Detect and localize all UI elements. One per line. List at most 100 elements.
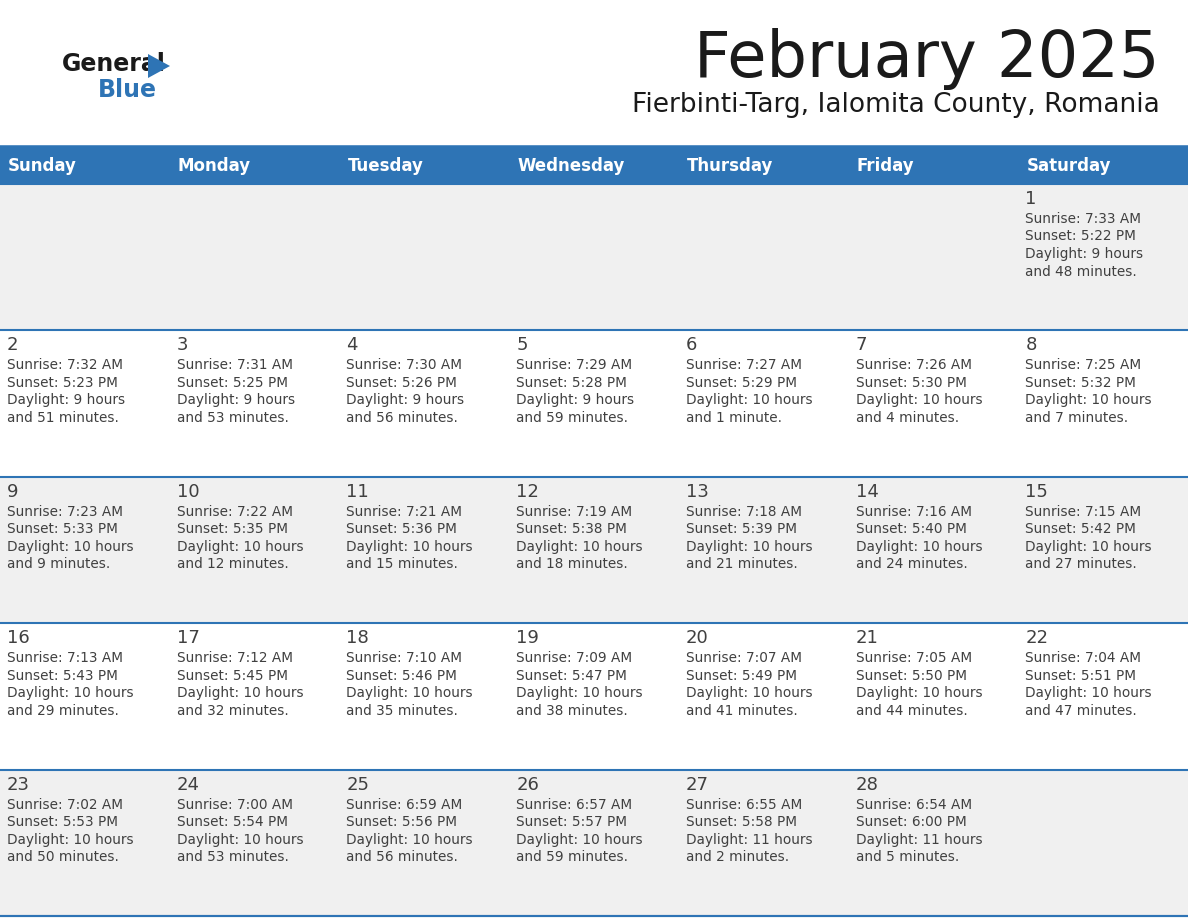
Bar (0, 330, 170, 476)
Bar (678, 476, 848, 623)
Text: and 18 minutes.: and 18 minutes. (516, 557, 628, 571)
Text: Sunset: 5:30 PM: Sunset: 5:30 PM (855, 375, 967, 390)
Text: and 2 minutes.: and 2 minutes. (685, 850, 789, 864)
Text: Daylight: 10 hours: Daylight: 10 hours (347, 833, 473, 846)
Bar (678, 330, 848, 476)
Text: Sunset: 5:39 PM: Sunset: 5:39 PM (685, 522, 797, 536)
Text: Sunset: 5:45 PM: Sunset: 5:45 PM (177, 668, 287, 683)
Text: and 12 minutes.: and 12 minutes. (177, 557, 289, 571)
Text: Daylight: 10 hours: Daylight: 10 hours (177, 686, 303, 700)
Text: 9: 9 (7, 483, 19, 501)
Text: Daylight: 9 hours: Daylight: 9 hours (7, 394, 125, 408)
Text: Sunset: 5:51 PM: Sunset: 5:51 PM (1025, 668, 1136, 683)
Text: Sunset: 5:29 PM: Sunset: 5:29 PM (685, 375, 797, 390)
Text: and 9 minutes.: and 9 minutes. (7, 557, 110, 571)
Text: and 5 minutes.: and 5 minutes. (855, 850, 959, 864)
Text: 7: 7 (855, 336, 867, 354)
Text: Sunrise: 7:19 AM: Sunrise: 7:19 AM (516, 505, 632, 519)
Text: and 53 minutes.: and 53 minutes. (177, 850, 289, 864)
Text: 18: 18 (347, 629, 369, 647)
Text: 21: 21 (855, 629, 878, 647)
Text: Sunrise: 7:33 AM: Sunrise: 7:33 AM (1025, 212, 1142, 226)
Bar (848, 330, 1018, 476)
Text: Sunset: 5:57 PM: Sunset: 5:57 PM (516, 815, 627, 829)
Text: Sunset: 5:49 PM: Sunset: 5:49 PM (685, 668, 797, 683)
Text: Tuesday: Tuesday (347, 157, 423, 175)
Text: Sunday: Sunday (8, 157, 77, 175)
Text: Sunset: 5:35 PM: Sunset: 5:35 PM (177, 522, 287, 536)
Text: and 59 minutes.: and 59 minutes. (516, 850, 628, 864)
Text: Sunset: 5:46 PM: Sunset: 5:46 PM (347, 668, 457, 683)
Text: 14: 14 (855, 483, 878, 501)
Bar (170, 330, 340, 476)
Text: Daylight: 10 hours: Daylight: 10 hours (347, 686, 473, 700)
Text: Daylight: 10 hours: Daylight: 10 hours (855, 394, 982, 408)
Text: 8: 8 (1025, 336, 1037, 354)
Text: Fierbinti-Targ, Ialomita County, Romania: Fierbinti-Targ, Ialomita County, Romania (632, 92, 1159, 118)
Text: Sunrise: 7:16 AM: Sunrise: 7:16 AM (855, 505, 972, 519)
Text: Daylight: 10 hours: Daylight: 10 hours (1025, 394, 1152, 408)
Text: Sunrise: 7:30 AM: Sunrise: 7:30 AM (347, 358, 462, 373)
Text: Sunrise: 7:22 AM: Sunrise: 7:22 AM (177, 505, 292, 519)
Bar (1018, 623, 1188, 769)
Text: Daylight: 10 hours: Daylight: 10 hours (7, 686, 133, 700)
Text: Sunset: 5:50 PM: Sunset: 5:50 PM (855, 668, 967, 683)
Text: Sunset: 5:25 PM: Sunset: 5:25 PM (177, 375, 287, 390)
Text: February 2025: February 2025 (695, 28, 1159, 90)
Text: Daylight: 9 hours: Daylight: 9 hours (347, 394, 465, 408)
Text: Daylight: 10 hours: Daylight: 10 hours (177, 833, 303, 846)
Bar (0, 148, 170, 184)
Text: Friday: Friday (857, 157, 915, 175)
Text: and 56 minutes.: and 56 minutes. (347, 850, 459, 864)
Text: Sunrise: 6:59 AM: Sunrise: 6:59 AM (347, 798, 462, 812)
Text: Sunset: 5:43 PM: Sunset: 5:43 PM (7, 668, 118, 683)
Bar (0, 769, 170, 916)
Bar (170, 476, 340, 623)
Text: 17: 17 (177, 629, 200, 647)
Text: Sunrise: 7:27 AM: Sunrise: 7:27 AM (685, 358, 802, 373)
Text: Daylight: 10 hours: Daylight: 10 hours (516, 540, 643, 554)
Text: 28: 28 (855, 776, 878, 793)
Bar (340, 330, 510, 476)
Text: and 29 minutes.: and 29 minutes. (7, 704, 119, 718)
Bar (0, 476, 170, 623)
Text: General: General (62, 52, 166, 76)
Text: and 51 minutes.: and 51 minutes. (7, 411, 119, 425)
Text: 26: 26 (516, 776, 539, 793)
Text: Sunrise: 7:23 AM: Sunrise: 7:23 AM (7, 505, 124, 519)
Polygon shape (148, 54, 170, 78)
Text: and 47 minutes.: and 47 minutes. (1025, 704, 1137, 718)
Bar (678, 148, 848, 184)
Text: Sunset: 5:58 PM: Sunset: 5:58 PM (685, 815, 797, 829)
Text: and 15 minutes.: and 15 minutes. (347, 557, 459, 571)
Text: and 27 minutes.: and 27 minutes. (1025, 557, 1137, 571)
Text: Sunrise: 7:21 AM: Sunrise: 7:21 AM (347, 505, 462, 519)
Text: Saturday: Saturday (1026, 157, 1111, 175)
Text: Daylight: 11 hours: Daylight: 11 hours (855, 833, 982, 846)
Bar (340, 623, 510, 769)
Bar (510, 184, 678, 330)
Text: 10: 10 (177, 483, 200, 501)
Text: 22: 22 (1025, 629, 1048, 647)
Text: Daylight: 9 hours: Daylight: 9 hours (1025, 247, 1143, 261)
Text: and 50 minutes.: and 50 minutes. (7, 850, 119, 864)
Text: Sunrise: 6:54 AM: Sunrise: 6:54 AM (855, 798, 972, 812)
Text: Sunrise: 7:04 AM: Sunrise: 7:04 AM (1025, 651, 1142, 666)
Text: 15: 15 (1025, 483, 1048, 501)
Text: and 53 minutes.: and 53 minutes. (177, 411, 289, 425)
Text: 27: 27 (685, 776, 709, 793)
Bar (510, 769, 678, 916)
Text: Daylight: 10 hours: Daylight: 10 hours (685, 394, 813, 408)
Text: Sunrise: 7:26 AM: Sunrise: 7:26 AM (855, 358, 972, 373)
Text: Sunrise: 6:55 AM: Sunrise: 6:55 AM (685, 798, 802, 812)
Text: Daylight: 10 hours: Daylight: 10 hours (855, 540, 982, 554)
Text: Sunset: 5:33 PM: Sunset: 5:33 PM (7, 522, 118, 536)
Text: Sunrise: 7:13 AM: Sunrise: 7:13 AM (7, 651, 124, 666)
Text: Sunset: 5:53 PM: Sunset: 5:53 PM (7, 815, 118, 829)
Bar (0, 184, 170, 330)
Text: 11: 11 (347, 483, 369, 501)
Bar (1018, 330, 1188, 476)
Bar (170, 148, 340, 184)
Bar (848, 476, 1018, 623)
Text: and 1 minute.: and 1 minute. (685, 411, 782, 425)
